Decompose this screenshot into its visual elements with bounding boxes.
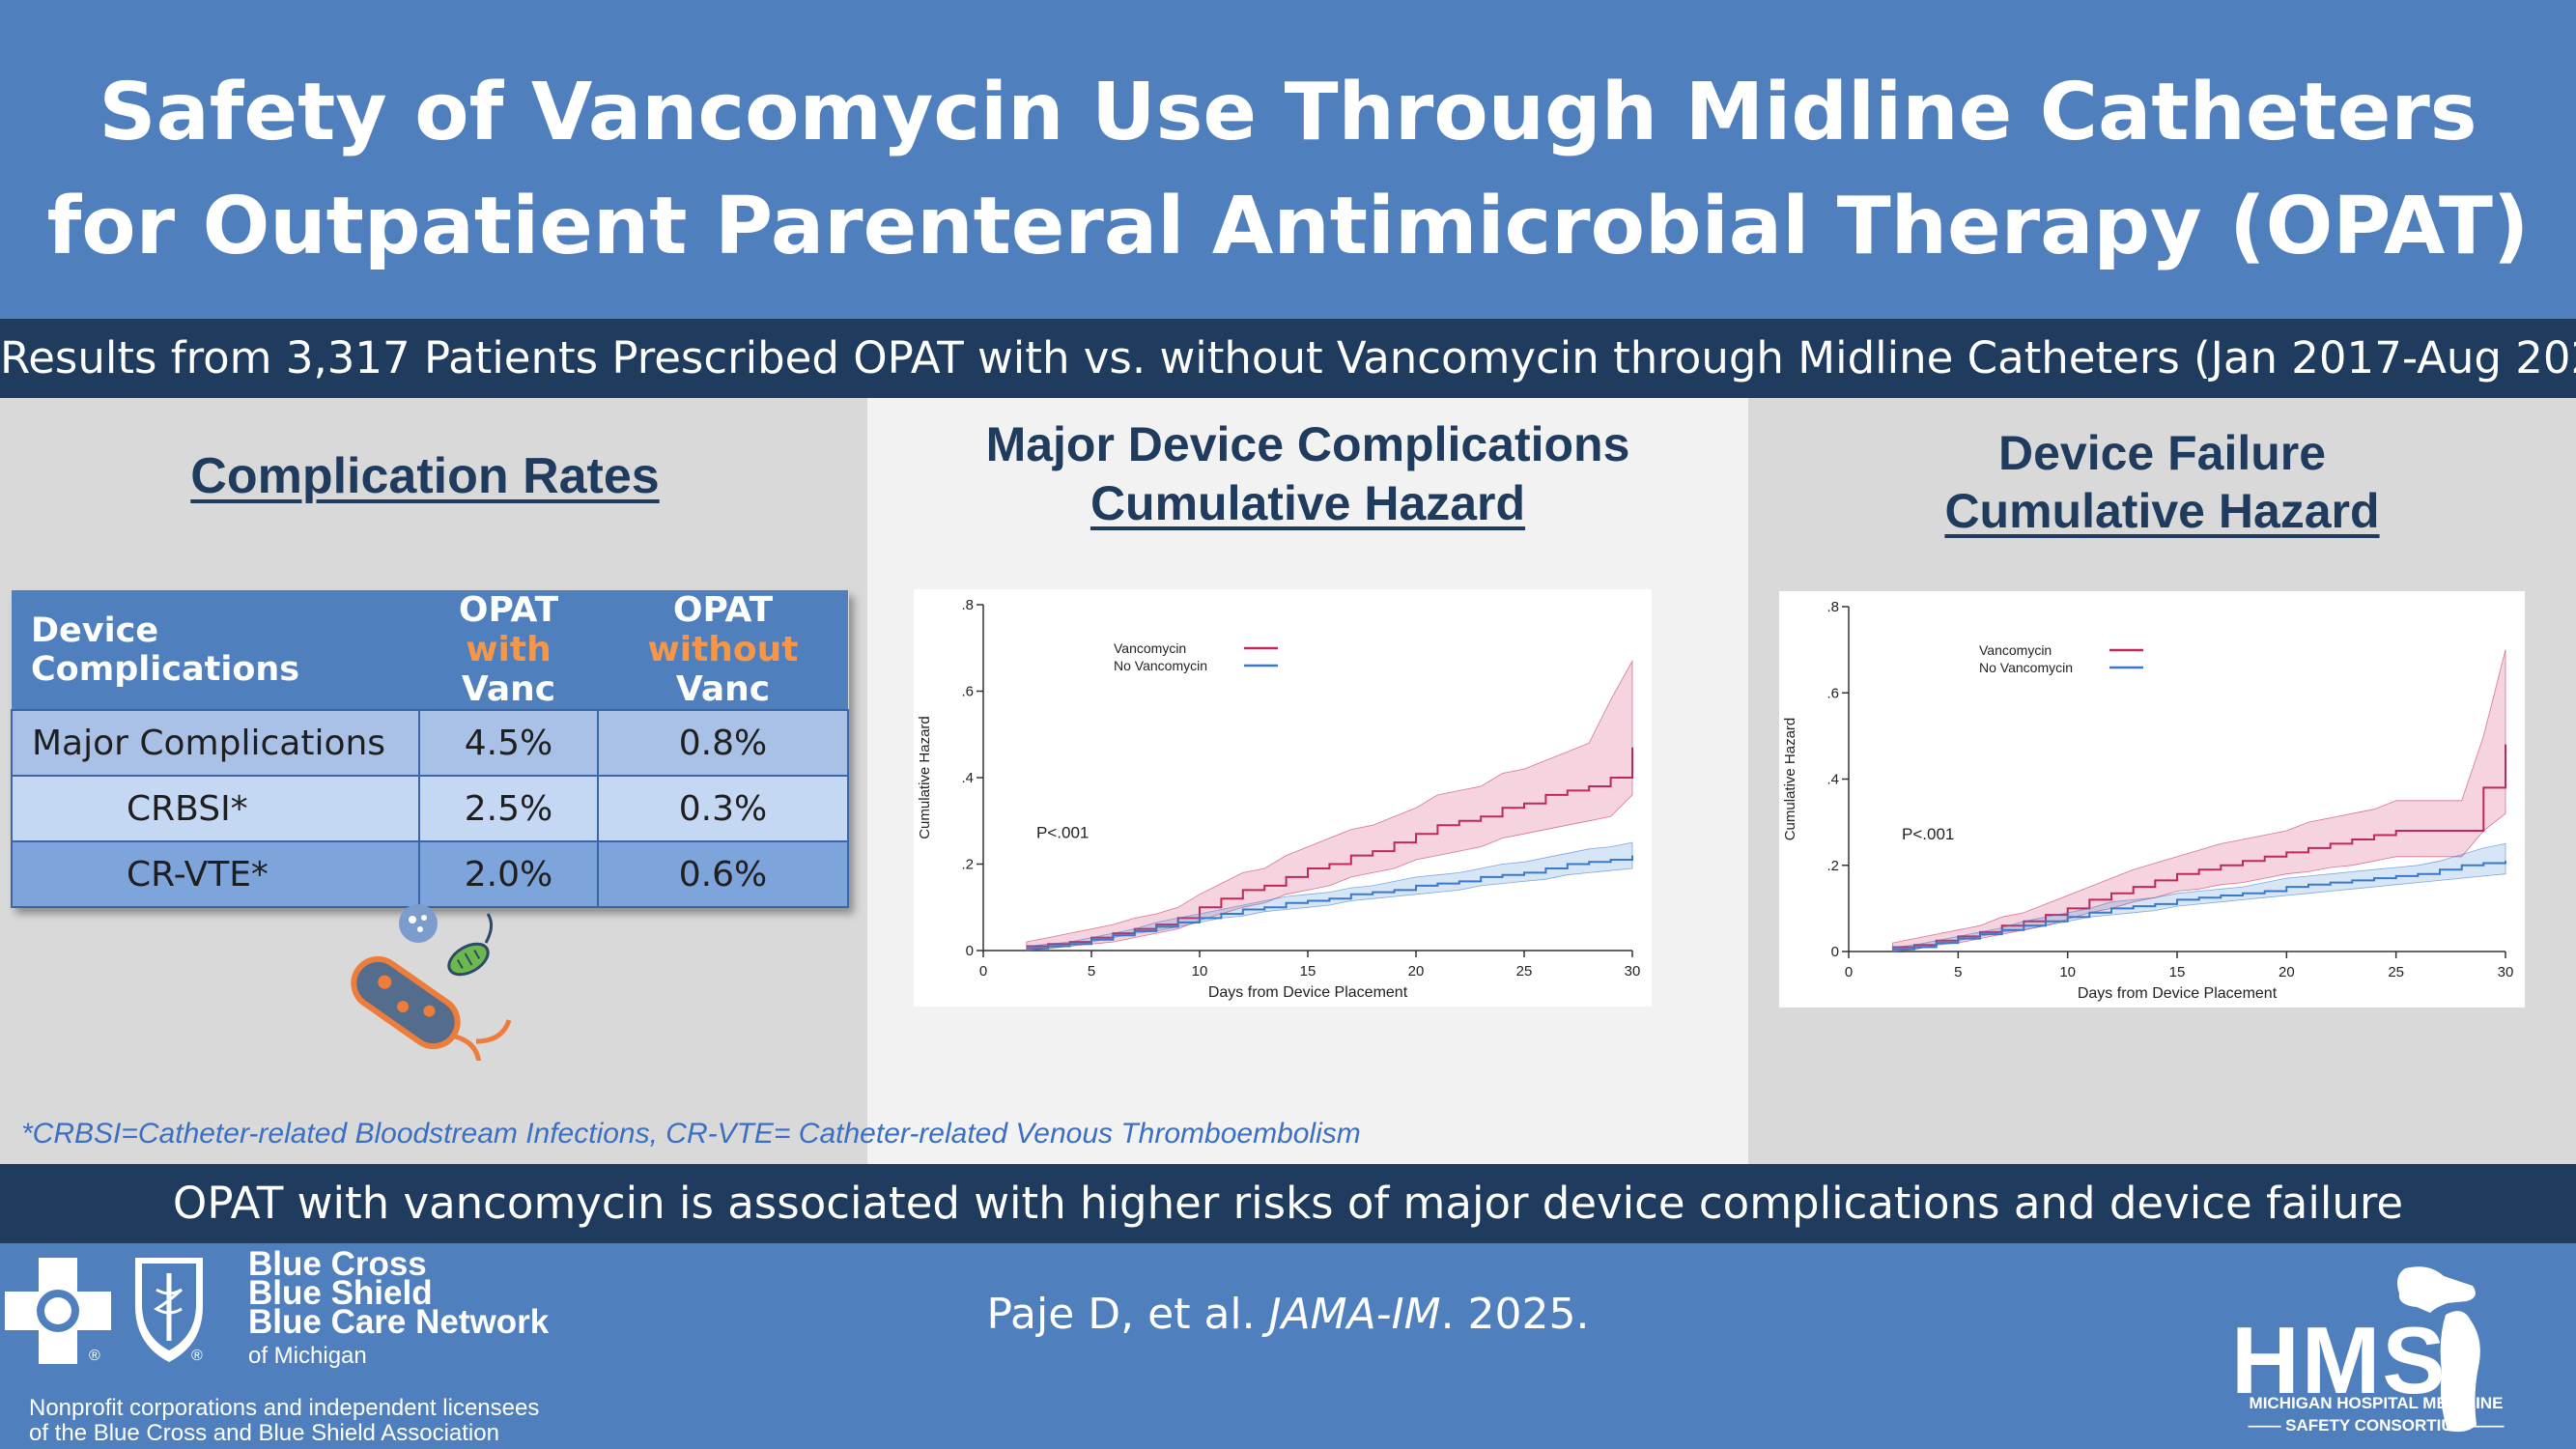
x-tick-label: 25	[2388, 964, 2404, 980]
y-axis-label: Cumulative Hazard	[917, 716, 933, 839]
y-tick-label: 0	[1831, 944, 1839, 960]
footnote: *CRBSI=Catheter-related Bloodstream Infe…	[21, 1118, 1361, 1150]
major-complications-heading: Major Device Complications Cumulative Ha…	[985, 417, 1630, 530]
header-device-complications: Device Complications	[12, 590, 419, 710]
legend-label: No Vancomycin	[1114, 658, 1207, 673]
x-tick-label: 25	[1516, 963, 1533, 980]
y-tick-label: .6	[961, 684, 974, 700]
bcbs-name-line-4: of Michigan	[248, 1343, 367, 1369]
table-header-row: Device Complications OPAT with Vanc OPAT…	[12, 590, 848, 710]
legend-label: Vancomycin	[1979, 642, 2052, 658]
series-line	[1892, 744, 2506, 949]
citation: Paje D, et al. JAMA-IM. 2025.	[986, 1290, 1590, 1339]
x-tick-label: 0	[979, 963, 987, 980]
p-value-annotation: P<.001	[1036, 824, 1089, 842]
series-line	[1026, 855, 1633, 950]
x-tick-label: 15	[1300, 963, 1316, 980]
x-axis-label: Days from Device Placement	[1208, 984, 1408, 1001]
x-tick-label: 0	[1845, 964, 1853, 980]
device-failure-heading: Device Failure Cumulative Hazard	[1944, 426, 2380, 538]
hms-logo-text: HMS	[2231, 1307, 2448, 1413]
conclusion-bar: OPAT with vancomycin is associated with …	[0, 1164, 2576, 1243]
y-tick-label: .2	[1826, 858, 1839, 874]
bcbs-logo: ® ®	[5, 1258, 203, 1364]
header-with-vanc: OPAT with Vanc	[419, 590, 598, 710]
y-tick-label: .4	[961, 770, 974, 786]
confidence-band	[1891, 649, 2506, 952]
bacteria-icon	[351, 904, 512, 1061]
hms-subtitle-line-1: MICHIGAN HOSPITAL MEDICINE	[2249, 1394, 2504, 1412]
svg-text:®: ®	[89, 1348, 100, 1364]
y-tick-label: 0	[966, 943, 974, 959]
x-tick-label: 10	[1192, 963, 1208, 980]
bcbs-note-line-2: of the Blue Cross and Blue Shield Associ…	[29, 1421, 499, 1446]
y-tick-label: .8	[1826, 599, 1839, 615]
legend-label: Vancomycin	[1114, 640, 1186, 656]
table-row: Major Complications 4.5% 0.8%	[11, 709, 849, 777]
title-line-2: for Outpatient Parenteral Antimicrobial …	[46, 181, 2530, 272]
x-tick-label: 5	[1088, 963, 1095, 980]
michigan-map-icon	[2397, 1266, 2480, 1433]
header-band	[0, 0, 2576, 319]
major-complications-chart: 0 5 10 15 20 25 30 0 .2 .4 .6 .8 Days from Device Pl…	[914, 589, 1652, 1007]
y-tick-label: .8	[961, 597, 974, 613]
bcbs-name-line-2: Blue Shield	[248, 1274, 433, 1312]
svg-text:®: ®	[191, 1348, 203, 1364]
x-tick-label: 20	[1408, 963, 1425, 980]
bcbs-name-line-1: Blue Cross	[248, 1245, 427, 1283]
series-line	[1892, 861, 2506, 951]
journal-name: JAMA-IM	[1268, 1290, 1441, 1339]
device-failure-chart: 0 5 10 15 20 25 30 0 .2 .4 .6 .8 Days from Device Pl…	[1779, 591, 2525, 1008]
bcbs-note-line-1: Nonprofit corporations and independent l…	[29, 1395, 540, 1421]
x-tick-label: 30	[2498, 964, 2514, 980]
x-tick-label: 5	[1954, 964, 1962, 980]
header-without-vanc: OPAT without Vanc	[598, 590, 848, 710]
hms-subtitle-line-2: —— SAFETY CONSORTIUM ——	[2248, 1416, 2505, 1435]
x-tick-label: 10	[2059, 964, 2076, 980]
complications-table: Device Complications OPAT with Vanc OPAT…	[11, 590, 849, 908]
x-tick-label: 30	[1625, 963, 1641, 980]
subtitle-bar: Results from 3,317 Patients Prescribed O…	[0, 319, 2576, 398]
table-row: CRBSI* 2.5% 0.3%	[11, 775, 849, 842]
bcbs-name-line-3: Blue Care Network	[248, 1303, 550, 1341]
title-line-1: Safety of Vancomycin Use Through Midline…	[99, 67, 2477, 158]
y-tick-label: .2	[961, 857, 974, 873]
page-title: Safety of Vancomycin Use Through Midline…	[0, 56, 2576, 284]
x-axis-label: Days from Device Placement	[2078, 985, 2278, 1002]
y-axis-label: Cumulative Hazard	[1782, 718, 1798, 841]
x-tick-label: 20	[2279, 964, 2295, 980]
legend-label: No Vancomycin	[1979, 660, 2073, 675]
x-tick-label: 15	[2169, 964, 2186, 980]
p-value-annotation: P<.001	[1902, 825, 1954, 843]
complication-rates-heading: Complication Rates	[190, 448, 660, 504]
y-tick-label: .6	[1826, 685, 1839, 701]
y-tick-label: .4	[1826, 772, 1839, 788]
confidence-band	[1026, 659, 1633, 952]
table-row: CR-VTE* 2.0% 0.6%	[11, 840, 849, 908]
